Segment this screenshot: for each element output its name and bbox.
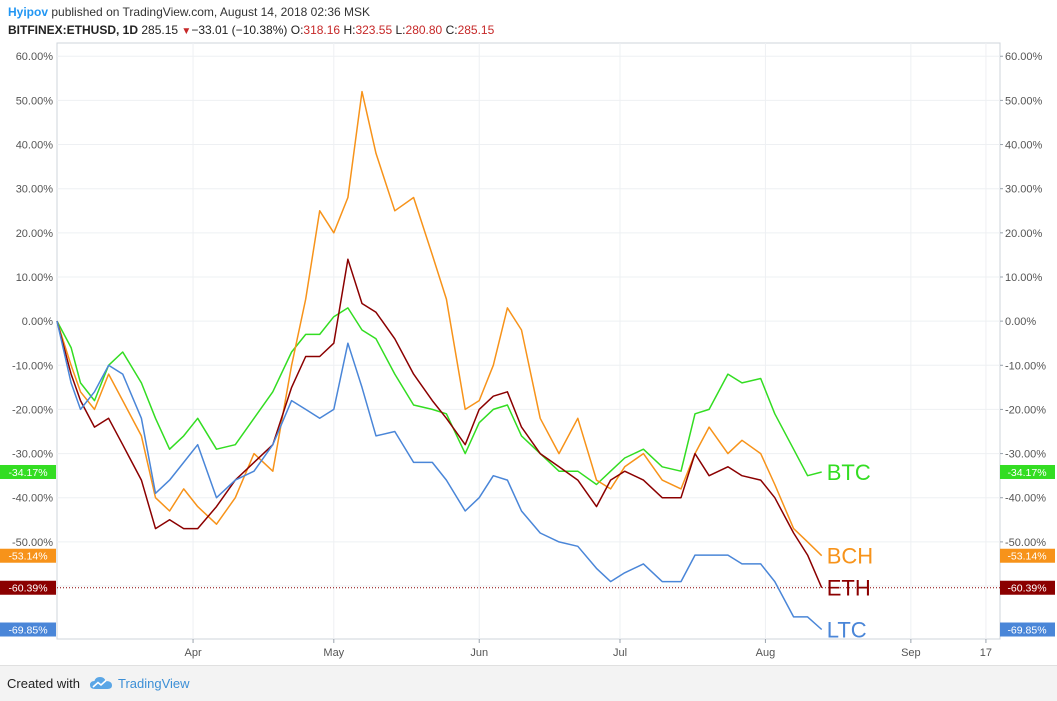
scale-badges: -34.17% -34.17% -53.14% -53.14% -60.39% -60.3…	[0, 464, 1055, 637]
series-labels: BTC BCH ETH LTC	[827, 460, 873, 643]
y-tick-label-left: 10.00%	[16, 272, 54, 284]
y-tick-label-right: 40.00%	[1005, 140, 1043, 152]
eth-left-badge-label: -60.39%	[8, 583, 47, 595]
y-tick-label-right: -20.00%	[1005, 404, 1046, 416]
author-link[interactable]: Hyipov	[8, 5, 49, 19]
chart-area[interactable]: 60.00% 50.00% 40.00% 30.00% 20.00% 10.00% 0.00…	[0, 40, 1057, 665]
ltc-left-badge-label: -69.85%	[8, 625, 47, 637]
bch-series-label: BCH	[827, 544, 873, 569]
y-tick-label-left: 60.00%	[16, 51, 54, 63]
y-tick-label-right: 0.00%	[1005, 316, 1036, 328]
bch-right-badge-label: -53.14%	[1007, 551, 1046, 563]
symbol-label[interactable]: BITFINEX:ETHUSD, 1D	[8, 23, 139, 37]
y-tick-label-left: -30.00%	[12, 449, 53, 461]
y-tick-label-right: -30.00%	[1005, 449, 1046, 461]
publish-info: Hyipov published on TradingView.com, Aug…	[8, 5, 370, 19]
y-tick-label-right: 20.00%	[1005, 228, 1043, 240]
btc-left-badge	[0, 464, 56, 479]
y-tick-label-left: 0.00%	[22, 316, 53, 328]
ltc-series-label: LTC	[827, 618, 867, 643]
tradingview-brand-link[interactable]: TradingView	[118, 676, 190, 691]
eth-right-badge-label: -60.39%	[1007, 583, 1046, 595]
y-tick-label-left: -10.00%	[12, 360, 53, 372]
x-tick-label: 17	[980, 647, 992, 659]
y-tick-label-left: -20.00%	[12, 404, 53, 416]
y-tick-label-left: 20.00%	[16, 228, 54, 240]
chart-header: Hyipov published on TradingView.com, Aug…	[0, 0, 1057, 40]
last-price: 285.15	[141, 23, 179, 37]
series-lines	[56, 90, 823, 631]
x-tick-label: Jul	[613, 647, 627, 659]
x-tick-label: Aug	[756, 647, 776, 659]
tradingview-cloud-icon[interactable]	[89, 675, 113, 691]
created-with-text: Created with	[7, 676, 80, 691]
down-triangle-icon: ▼	[181, 26, 192, 37]
high-label: H:	[343, 23, 356, 37]
published-text: published on TradingView.com, August 14,…	[51, 5, 371, 19]
comparison-chart[interactable]: 60.00% 50.00% 40.00% 30.00% 20.00% 10.00% 0.00…	[0, 40, 1057, 665]
btc-series-label: BTC	[827, 460, 871, 485]
close-label: C:	[445, 23, 458, 37]
btc-right-badge-label: -34.17%	[1007, 467, 1046, 479]
ltc-line	[56, 320, 823, 631]
ltc-left-badge	[0, 622, 56, 637]
right-price-scale[interactable]: 60.00% 50.00% 40.00% 30.00% 20.00% 10.00% 0.00…	[1000, 51, 1046, 593]
bch-left-badge	[0, 548, 56, 563]
y-tick-label-right: 50.00%	[1005, 95, 1043, 107]
bch-left-badge-label: -53.14%	[8, 551, 47, 563]
x-tick-label: Apr	[184, 647, 201, 659]
grid	[57, 43, 1000, 639]
high-value: 323.55	[355, 23, 393, 37]
close-value: 285.15	[457, 23, 495, 37]
y-tick-label-left: -40.00%	[12, 493, 53, 505]
y-tick-label-right: 60.00%	[1005, 51, 1043, 63]
btc-left-badge-label: -34.17%	[8, 467, 47, 479]
y-tick-label-right: -10.00%	[1005, 360, 1046, 372]
eth-right-badge	[1000, 580, 1055, 595]
y-tick-label-left: 50.00%	[16, 95, 54, 107]
y-tick-label-right: 30.00%	[1005, 184, 1043, 196]
ltc-right-badge	[1000, 622, 1055, 637]
footer: Created with TradingView	[0, 665, 1057, 701]
btc-right-badge	[1000, 464, 1055, 479]
x-tick-label: May	[323, 647, 344, 659]
time-scale[interactable]: Apr May Jun Jul Aug Sep 17	[184, 639, 992, 659]
low-label: L:	[395, 23, 406, 37]
bch-right-badge	[1000, 548, 1055, 563]
eth-left-badge	[0, 580, 56, 595]
y-tick-label-left: -50.00%	[12, 537, 53, 549]
btc-line	[56, 307, 822, 486]
price-change: −33.01 (−10.38%)	[191, 23, 288, 37]
x-tick-label: Sep	[901, 647, 921, 659]
y-tick-label-right: -50.00%	[1005, 537, 1046, 549]
plot-frame	[56, 42, 1001, 640]
y-tick-label-right: 10.00%	[1005, 272, 1043, 284]
y-tick-label-right: -40.00%	[1005, 493, 1046, 505]
symbol-info: BITFINEX:ETHUSD, 1D 285.15 ▼−33.01 (−10.…	[8, 23, 494, 37]
open-label: O:	[290, 23, 304, 37]
low-value: 280.80	[405, 23, 443, 37]
y-tick-label-left: 30.00%	[16, 184, 54, 196]
left-price-scale[interactable]: 60.00% 50.00% 40.00% 30.00% 20.00% 10.00% 0.00…	[12, 51, 53, 593]
open-value: 318.16	[303, 23, 341, 37]
ltc-right-badge-label: -69.85%	[1007, 625, 1046, 637]
y-tick-label-left: 40.00%	[16, 140, 54, 152]
eth-line	[56, 258, 823, 588]
eth-series-label: ETH	[827, 576, 871, 601]
x-tick-label: Jun	[470, 647, 488, 659]
